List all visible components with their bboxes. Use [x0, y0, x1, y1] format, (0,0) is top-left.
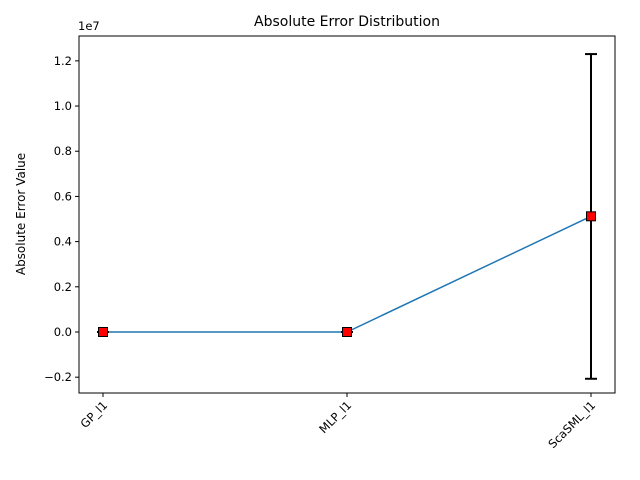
- x-tick-label: GP_l1: [78, 398, 111, 431]
- y-tick-label: −0.2: [44, 370, 72, 384]
- y-axis-offset-label: 1e7: [78, 19, 100, 33]
- y-tick-label: 0.0: [54, 325, 72, 339]
- y-tick-label: 0.6: [54, 189, 72, 203]
- x-tick-label: ScaSML_l1: [545, 398, 598, 451]
- data-point-marker: [342, 326, 352, 337]
- chart-title: Absolute Error Distribution: [254, 14, 440, 30]
- y-tick-label: 0.8: [54, 144, 72, 158]
- axes-frame: [78, 35, 616, 394]
- y-tick-label: 1.2: [54, 54, 72, 68]
- series-line: [103, 215, 592, 333]
- data-point-marker: [586, 211, 596, 222]
- y-tick-label: 0.2: [54, 280, 72, 294]
- plot-area: −0.2 0.0 0.2 0.4 0.6 0.8 1.0 1.2 GP_l1 MLP_l1 ScaS…: [44, 35, 616, 451]
- x-tick-label: MLP_l1: [316, 398, 354, 436]
- y-tick-label: 0.4: [54, 235, 72, 249]
- data-point-marker: [98, 326, 108, 337]
- y-axis-label: Absolute Error Value: [14, 153, 28, 275]
- y-tick-label: 1.0: [54, 99, 72, 113]
